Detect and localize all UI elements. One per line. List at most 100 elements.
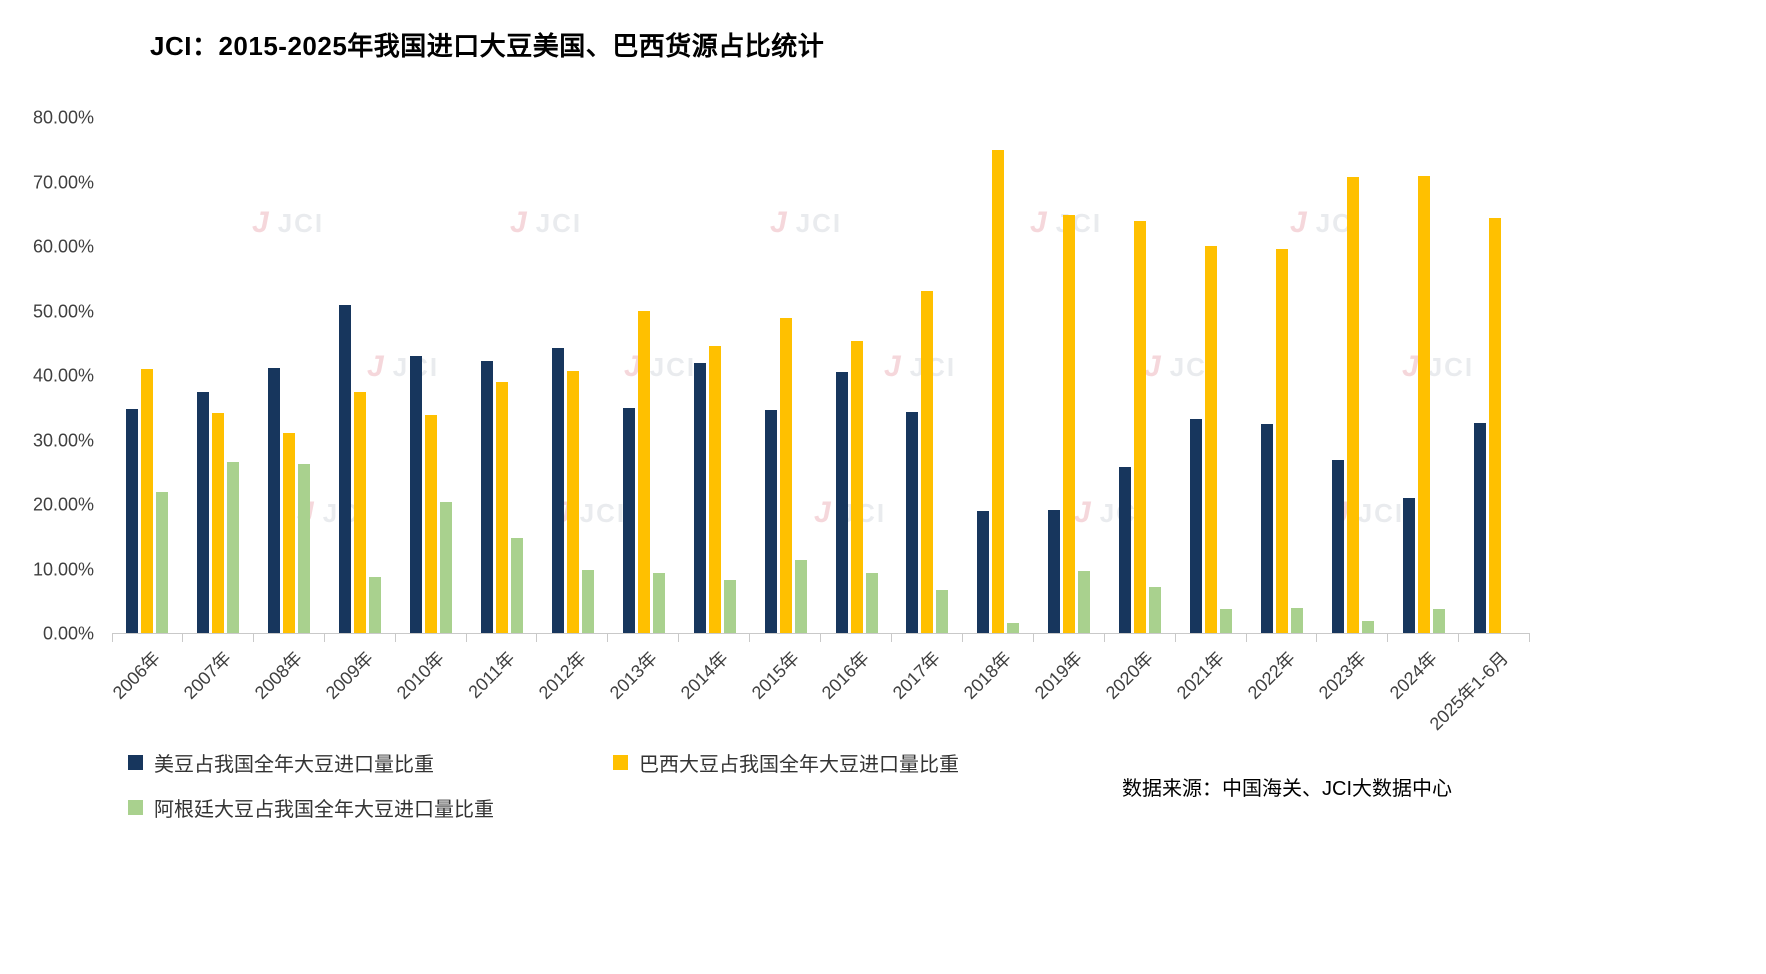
- bar-us: [480, 360, 493, 633]
- bar-argentina: [1149, 586, 1162, 633]
- bar-group: 2007年: [180, 118, 254, 703]
- legend-swatch-argentina: [128, 800, 143, 815]
- source-text: 数据来源：中国海关、JCI大数据中心: [1122, 778, 1452, 800]
- bar-us: [339, 304, 352, 633]
- y-axis-tick-label: 70.00%: [32, 172, 94, 192]
- bar-brazil: [1417, 175, 1430, 633]
- bar-argentina: [298, 464, 311, 633]
- legend-item-us: 美豆占我国全年大豆进口量比重: [128, 748, 613, 777]
- bar-brazil: [1205, 246, 1218, 633]
- y-axis-tick-label: 60.00%: [32, 236, 94, 257]
- chart-title: JCI：2015-2025年我国进口大豆美国、巴西货源占比统计: [150, 31, 825, 61]
- bar-brazil: [1275, 249, 1288, 633]
- bar-argentina: [1290, 607, 1303, 633]
- bar-group: 2023年: [1315, 118, 1389, 703]
- bar-argentina: [652, 572, 665, 633]
- x-axis-category-label: 2020年: [1101, 647, 1158, 704]
- bar-argentina: [1078, 571, 1091, 633]
- y-axis-tick-label: 50.00%: [32, 301, 94, 321]
- bar-us: [1048, 510, 1061, 633]
- bar-us: [410, 356, 423, 633]
- bar-group: 2025年1-6月: [1425, 118, 1531, 734]
- bar-group: 2011年: [465, 118, 538, 702]
- bar-argentina: [1361, 621, 1374, 633]
- bar-argentina: [440, 502, 453, 633]
- bar-argentina: [369, 577, 382, 633]
- bar-us: [764, 409, 777, 633]
- bar-group: 2006年: [109, 118, 183, 703]
- x-axis-category-label: 2012年: [534, 647, 590, 704]
- bar-argentina: [1220, 608, 1233, 633]
- bar-argentina: [227, 462, 240, 633]
- legend-item-brazil: 巴西大豆占我国全年大豆进口量比重: [613, 748, 959, 777]
- x-axis-category-label: 2021年: [1172, 647, 1229, 704]
- bar-group: 2016年: [818, 118, 892, 703]
- x-axis-category-label: 2009年: [321, 647, 378, 704]
- x-axis-category-label: 2006年: [109, 647, 165, 704]
- bar-group: 2015年: [747, 118, 821, 703]
- x-axis-category-label: 2022年: [1243, 647, 1299, 704]
- bar-brazil: [921, 290, 934, 633]
- bar-brazil: [283, 433, 296, 633]
- bar-argentina: [865, 573, 878, 633]
- x-axis-category-label: 2024年: [1385, 647, 1441, 704]
- bar-us: [1119, 466, 1132, 633]
- x-axis-category-label: 2011年: [464, 647, 519, 703]
- bar-group: 2024年: [1386, 118, 1460, 703]
- bar-us: [197, 391, 210, 633]
- y-axis-tick-label: 20.00%: [32, 494, 94, 515]
- x-axis-category-label: 2015年: [747, 647, 803, 704]
- bar-us: [1402, 497, 1415, 633]
- bar-us: [268, 367, 281, 633]
- legend-label-brazil: 巴西大豆占我国全年大豆进口量比重: [639, 754, 959, 776]
- bar-brazil: [495, 381, 508, 633]
- bar-us: [1331, 460, 1344, 633]
- legend-row-1: 美豆占我国全年大豆进口量比重 巴西大豆占我国全年大豆进口量比重: [128, 748, 959, 777]
- y-axis-tick-label: 30.00%: [32, 430, 94, 450]
- bar-group: 2018年: [960, 118, 1034, 703]
- bar-us: [622, 407, 635, 633]
- bar-brazil: [141, 369, 154, 633]
- bar-brazil: [779, 318, 792, 633]
- bar-us: [1260, 424, 1273, 633]
- bar-brazil: [354, 392, 367, 633]
- y-axis-tick-label: 80.00%: [32, 107, 94, 128]
- bar-brazil: [708, 345, 721, 633]
- bar-brazil: [1488, 218, 1501, 633]
- x-axis-category-label: 2010年: [392, 647, 449, 704]
- bar-argentina: [1432, 608, 1445, 633]
- bar-group: 2012年: [535, 118, 609, 703]
- bar-brazil: [425, 415, 438, 633]
- bar-argentina: [794, 559, 807, 633]
- bar-brazil: [850, 340, 863, 633]
- bar-argentina: [723, 580, 736, 633]
- bar-group: 2010年: [393, 118, 467, 703]
- bar-us: [835, 371, 848, 633]
- bar-group: 2021年: [1173, 118, 1247, 703]
- bar-brazil: [212, 412, 225, 633]
- bar-group: 2022年: [1244, 118, 1318, 703]
- bar-us: [126, 408, 139, 633]
- x-axis-category-label: 2018年: [960, 647, 1016, 704]
- x-axis-category-label: 2017年: [889, 647, 945, 704]
- x-axis-category-label: 2016年: [818, 647, 874, 704]
- x-axis-category-label: 2019年: [1031, 647, 1087, 704]
- bar-group: 2013年: [606, 118, 680, 703]
- x-axis-category-label: 2008年: [251, 647, 307, 704]
- bar-brazil: [992, 150, 1005, 633]
- bar-brazil: [1063, 214, 1076, 633]
- bar-us: [693, 363, 706, 633]
- y-axis-tick-label: 10.00%: [32, 559, 94, 579]
- bar-us: [977, 511, 990, 633]
- bar-group: 2017年: [889, 118, 963, 703]
- legend-swatch-us: [128, 755, 143, 770]
- bar-argentina: [156, 492, 169, 633]
- legend-row-2: 阿根廷大豆占我国全年大豆进口量比重: [128, 793, 959, 822]
- bar-us: [1190, 418, 1203, 633]
- bar-argentina: [936, 589, 949, 633]
- x-axis-category-label: 2023年: [1314, 647, 1370, 704]
- plot-area: JJCIJJCIJJCIJJCIJJCIJJCIJJCIJJCIJJCIJJCI…: [109, 118, 1531, 734]
- bar-us: [1473, 423, 1486, 633]
- y-axis-tick-label: 40.00%: [32, 365, 94, 386]
